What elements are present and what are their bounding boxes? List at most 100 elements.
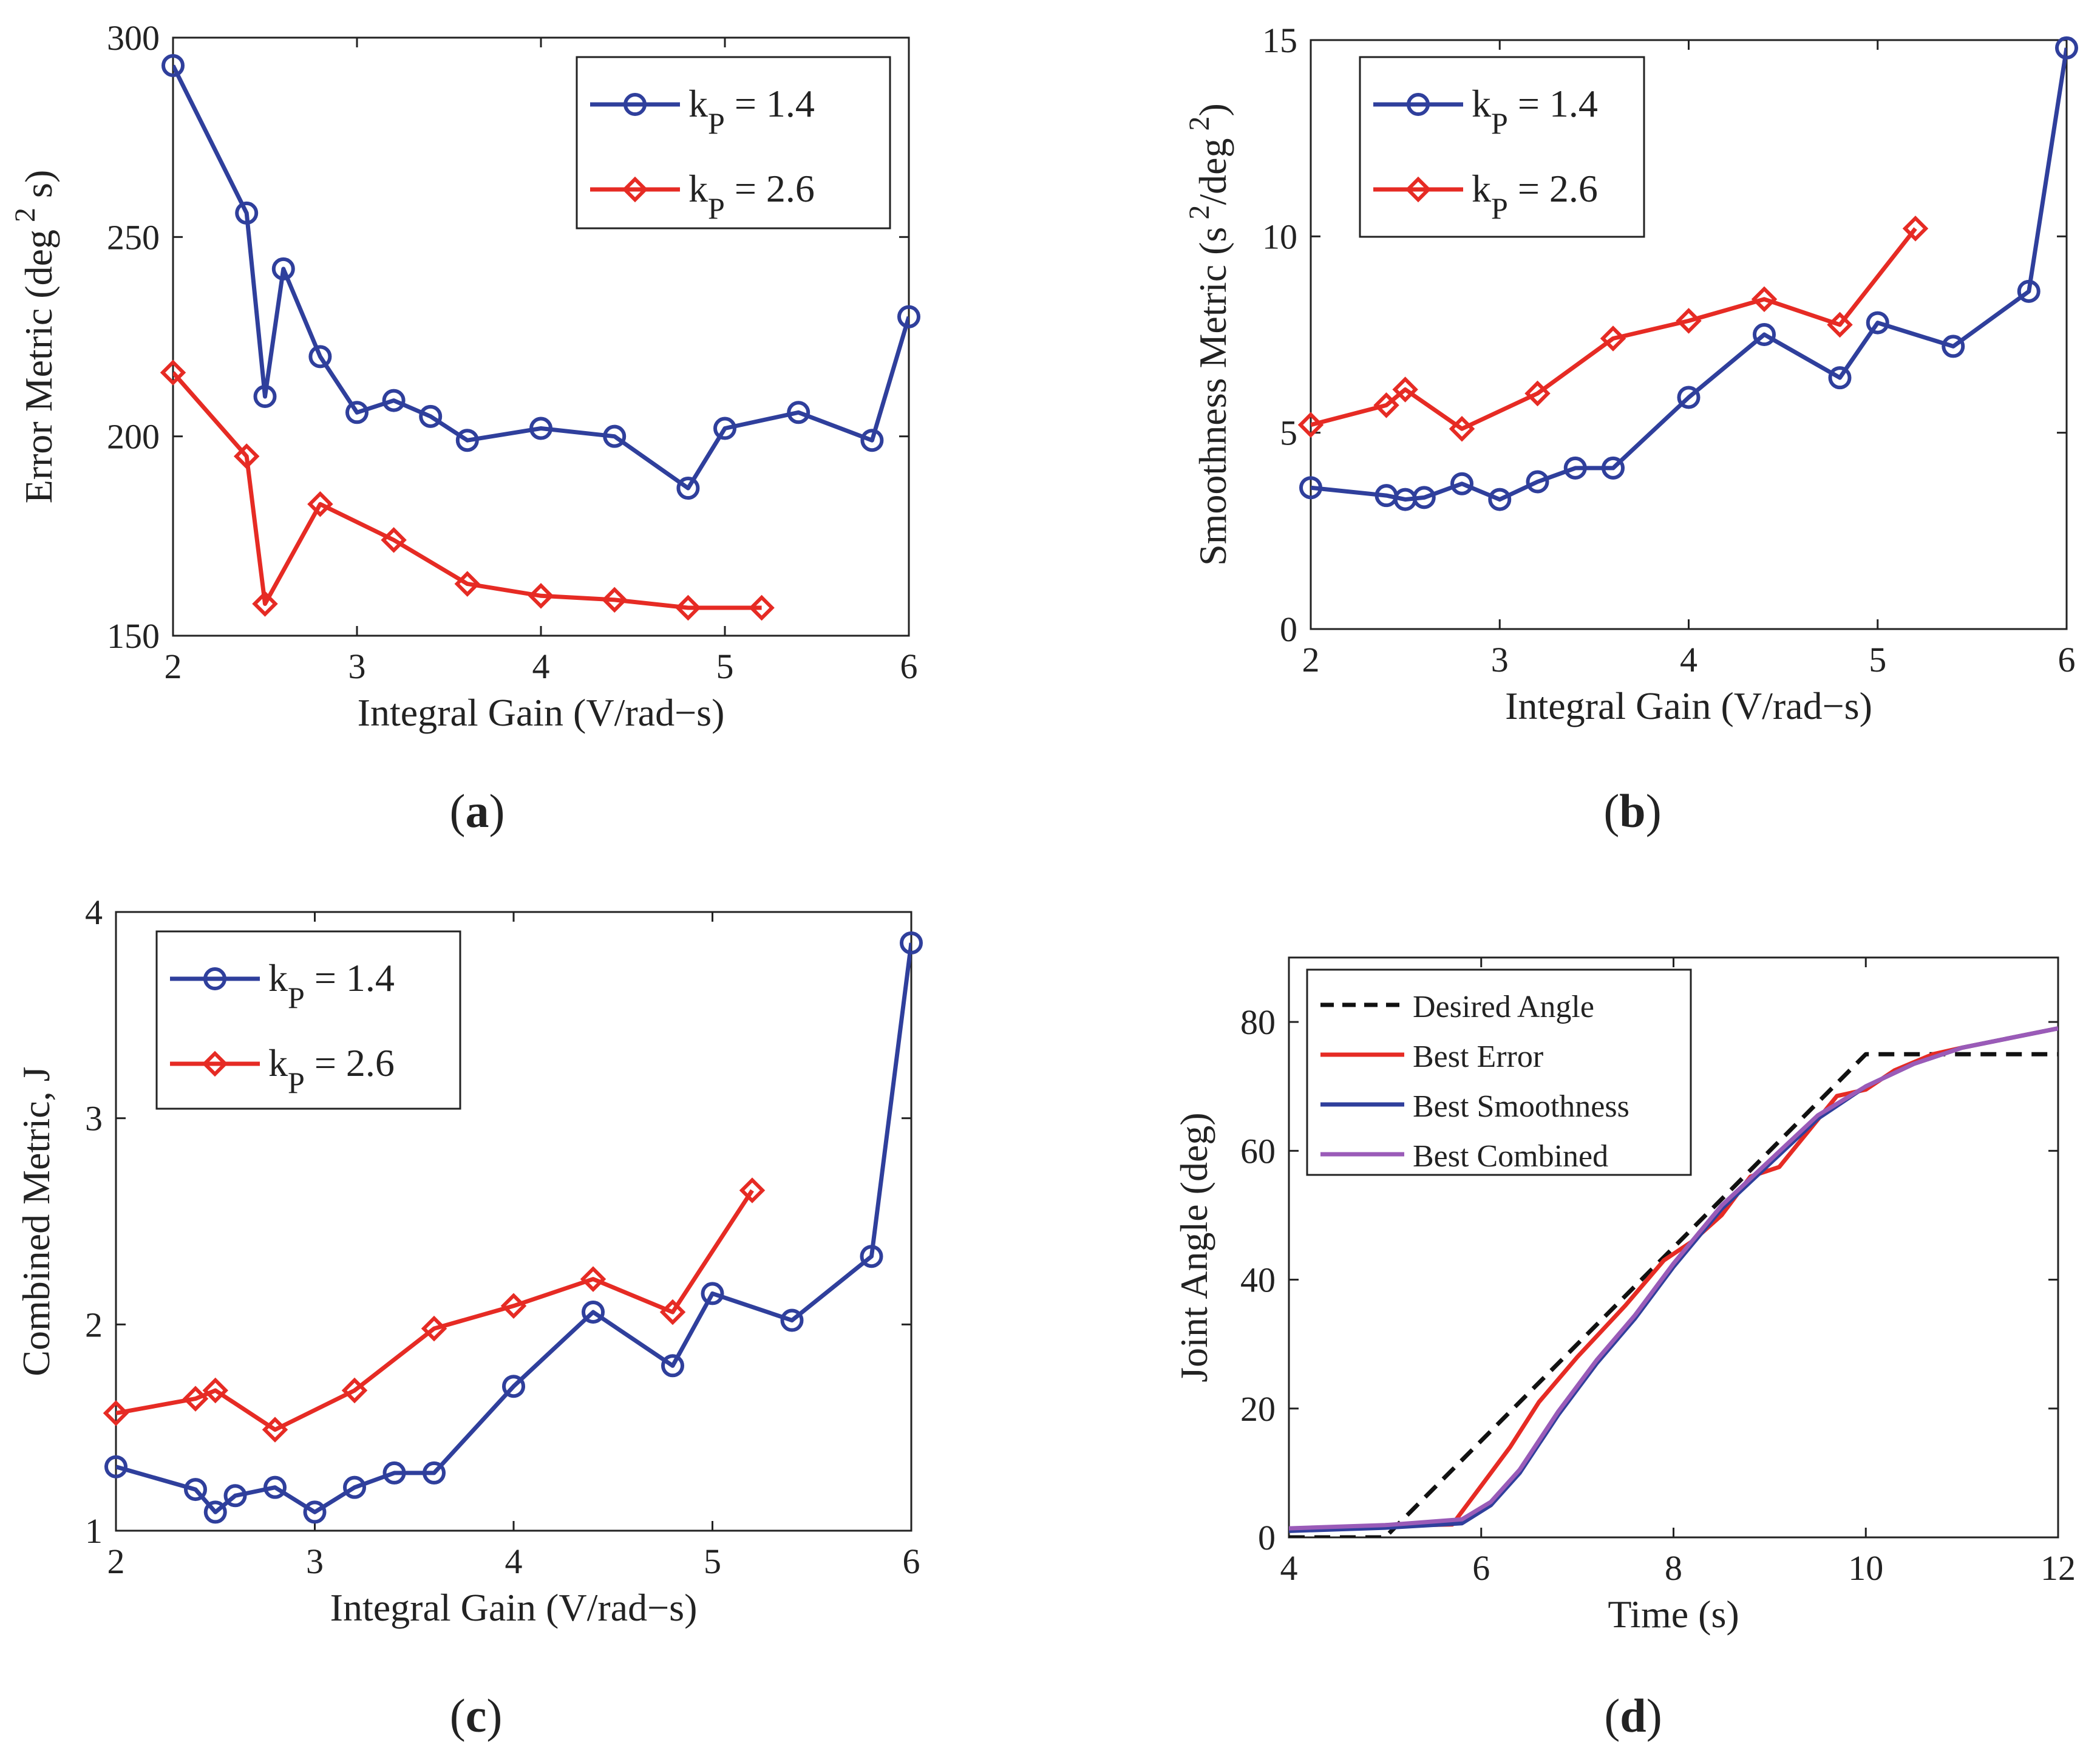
data-point-marker <box>454 571 481 597</box>
data-point-marker <box>2055 36 2078 60</box>
legend-box <box>1359 56 1645 238</box>
data-point-marker <box>701 1282 724 1305</box>
data-point-marker <box>202 1377 228 1404</box>
x-tick-label: 2 <box>1302 640 1320 679</box>
data-point-marker <box>780 1308 804 1332</box>
y-tick-label: 0 <box>1280 610 1297 649</box>
legend: Desired Angle Best Error Best Smoothness Be… <box>1306 968 1692 1176</box>
legend-marker <box>202 1050 228 1077</box>
x-tick-label: 4 <box>1680 640 1697 679</box>
data-point-marker <box>749 594 775 621</box>
legend-label: kP = 2.6 <box>1472 167 1598 225</box>
data-point-marker <box>601 587 628 613</box>
data-point-marker <box>182 1386 209 1412</box>
data-point-marker <box>1412 486 1436 509</box>
x-tick-label: 8 <box>1665 1548 1682 1588</box>
data-point-marker <box>2017 279 2041 303</box>
data-point-marker <box>262 1417 288 1443</box>
y-tick-label: 300 <box>107 18 160 58</box>
data-point-marker <box>1753 323 1776 346</box>
legend-label: kP = 1.4 <box>688 82 815 140</box>
legend-marker <box>624 93 647 116</box>
y-tick-label: 250 <box>107 217 160 257</box>
data-point-marker <box>423 1461 446 1485</box>
data-point-marker <box>582 1300 605 1324</box>
chart-panel-a: 2 3 4 5 6 150 200 250 300 Integral Gain (V/rad−s)… <box>9 18 920 837</box>
data-point-marker <box>900 931 923 954</box>
data-point-marker <box>1563 456 1587 480</box>
data-point-marker <box>271 257 295 281</box>
y-tick-label: 4 <box>85 893 103 932</box>
legend-label: kP = 1.4 <box>268 956 395 1015</box>
legend-label: Best Error <box>1413 1039 1543 1074</box>
data-point-marker <box>382 389 406 412</box>
data-point-marker <box>1392 376 1418 403</box>
data-point-marker <box>381 527 407 553</box>
data-point-marker <box>1524 380 1551 407</box>
legend-label: Desired Angle <box>1413 990 1594 1024</box>
x-tick-label: 3 <box>1491 640 1509 679</box>
data-point-marker <box>500 1293 527 1319</box>
panel-label: (c) <box>450 1689 503 1742</box>
data-point-marker <box>1902 216 1929 242</box>
data-point-marker <box>1866 311 1889 335</box>
data-point-marker <box>1677 386 1701 409</box>
x-tick-label: 5 <box>704 1542 721 1581</box>
legend-marker <box>1405 176 1432 203</box>
data-point-marker <box>1676 308 1702 334</box>
data-point-marker <box>529 417 552 440</box>
data-point-marker <box>253 385 277 408</box>
data-point-marker <box>659 1299 686 1325</box>
y-axis-label: Smoothness Metric (s 2/deg 2) <box>1183 103 1234 566</box>
data-point-marker <box>502 1375 525 1398</box>
y-axis-label: Error Metric (deg 2 s) <box>9 170 60 504</box>
data-point-marker <box>1828 366 1852 390</box>
x-tick-label: 6 <box>903 1542 920 1581</box>
y-tick-label: 150 <box>107 616 160 656</box>
data-point-marker <box>603 424 627 448</box>
y-tick-label: 10 <box>1262 217 1297 256</box>
legend-marker <box>622 176 648 203</box>
data-point-marker <box>675 594 701 621</box>
y-tick-label: 1 <box>85 1511 103 1551</box>
chart-panel-d: 4 6 8 10 12 0 20 40 60 80 Time (s) Joint Angle (deg… <box>1172 956 2076 1742</box>
data-point-marker <box>263 1475 287 1499</box>
data-point-marker <box>580 1266 607 1292</box>
series-line-1 <box>116 1189 754 1432</box>
legend-label: kP = 2.6 <box>268 1041 395 1100</box>
series-line-1 <box>173 371 762 610</box>
legend-label: Best Smoothness <box>1413 1089 1629 1124</box>
data-point-marker <box>1488 488 1512 511</box>
panel-label: (a) <box>450 784 505 837</box>
y-tick-label: 3 <box>85 1099 103 1138</box>
y-tick-label: 0 <box>1258 1518 1276 1557</box>
x-tick-label: 4 <box>505 1542 523 1581</box>
data-point-marker <box>343 1475 366 1499</box>
legend: kP = 1.4 kP = 2.6 <box>1359 56 1645 238</box>
data-point-marker <box>184 1478 207 1502</box>
data-point-marker <box>1373 392 1399 418</box>
data-point-marker <box>676 477 700 500</box>
legend: kP = 1.4 kP = 2.6 <box>576 56 891 230</box>
y-tick-label: 20 <box>1240 1389 1276 1429</box>
data-point-marker <box>1449 415 1475 442</box>
y-tick-label: 2 <box>85 1305 103 1344</box>
legend-label: Best Combined <box>1413 1139 1608 1174</box>
series-line-3 <box>1289 1026 2058 1531</box>
data-point-marker <box>860 429 884 452</box>
series-line-0 <box>116 942 911 1514</box>
data-point-marker <box>308 345 332 369</box>
legend-box <box>155 930 461 1110</box>
y-tick-label: 40 <box>1240 1261 1276 1300</box>
y-tick-label: 80 <box>1240 1002 1276 1042</box>
series-line-0 <box>173 64 909 491</box>
data-point-marker <box>713 417 736 440</box>
y-axis-label: Combined Metric, J <box>15 1066 58 1376</box>
legend-label: kP = 2.6 <box>688 167 815 225</box>
data-point-marker <box>103 1400 129 1426</box>
data-point-marker <box>1299 476 1322 500</box>
data-point-marker <box>307 491 333 517</box>
legend-marker <box>1407 93 1430 116</box>
